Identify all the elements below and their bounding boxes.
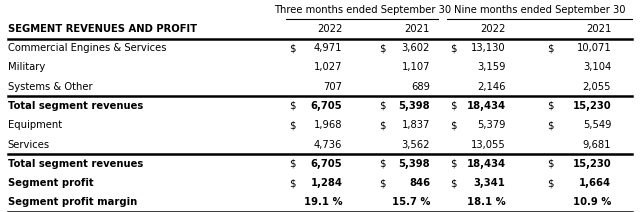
Text: 5,398: 5,398 — [399, 159, 430, 169]
Text: $: $ — [289, 159, 296, 169]
Text: 2021: 2021 — [586, 24, 611, 34]
Text: Total segment revenues: Total segment revenues — [8, 101, 143, 111]
Text: 3,602: 3,602 — [402, 43, 430, 53]
Text: 2022: 2022 — [480, 24, 506, 34]
Text: Total segment revenues: Total segment revenues — [8, 159, 143, 169]
Text: 3,159: 3,159 — [477, 63, 506, 73]
Text: $: $ — [289, 120, 296, 130]
Text: Commercial Engines & Services: Commercial Engines & Services — [8, 43, 166, 53]
Text: Nine months ended September 30: Nine months ended September 30 — [454, 5, 625, 15]
Text: 6,705: 6,705 — [311, 101, 342, 111]
Text: 18,434: 18,434 — [467, 101, 506, 111]
Text: Segment profit: Segment profit — [8, 178, 93, 188]
Text: $: $ — [451, 43, 457, 53]
Text: 5,379: 5,379 — [477, 120, 506, 130]
Text: $: $ — [547, 101, 554, 111]
Text: Systems & Other: Systems & Other — [8, 82, 92, 92]
Text: 5,398: 5,398 — [399, 101, 430, 111]
Text: $: $ — [379, 101, 385, 111]
Text: 2,055: 2,055 — [582, 82, 611, 92]
Text: 2,146: 2,146 — [477, 82, 506, 92]
Text: 9,681: 9,681 — [582, 139, 611, 149]
Text: Military: Military — [8, 63, 45, 73]
Text: 15,230: 15,230 — [573, 159, 611, 169]
Text: 6,705: 6,705 — [311, 159, 342, 169]
Text: 15,230: 15,230 — [573, 101, 611, 111]
Text: 689: 689 — [411, 82, 430, 92]
Text: $: $ — [379, 43, 385, 53]
Text: Equipment: Equipment — [8, 120, 62, 130]
Text: 18,434: 18,434 — [467, 159, 506, 169]
Text: $: $ — [451, 101, 457, 111]
Text: 10,071: 10,071 — [577, 43, 611, 53]
Text: $: $ — [547, 43, 554, 53]
Text: 1,968: 1,968 — [314, 120, 342, 130]
Text: 5,549: 5,549 — [582, 120, 611, 130]
Text: 1,284: 1,284 — [310, 178, 342, 188]
Text: 1,664: 1,664 — [579, 178, 611, 188]
Text: 2022: 2022 — [317, 24, 342, 34]
Text: 10.9 %: 10.9 % — [573, 197, 611, 207]
Text: SEGMENT REVENUES AND PROFIT: SEGMENT REVENUES AND PROFIT — [8, 24, 197, 34]
Text: 3,562: 3,562 — [401, 139, 430, 149]
Text: $: $ — [451, 178, 457, 188]
Text: $: $ — [379, 120, 385, 130]
Text: 4,971: 4,971 — [314, 43, 342, 53]
Text: 1,107: 1,107 — [401, 63, 430, 73]
Text: $: $ — [289, 101, 296, 111]
Text: $: $ — [547, 159, 554, 169]
Text: $: $ — [547, 178, 554, 188]
Text: 1,837: 1,837 — [402, 120, 430, 130]
Text: $: $ — [547, 120, 554, 130]
Text: Services: Services — [8, 139, 50, 149]
Text: 18.1 %: 18.1 % — [467, 197, 506, 207]
Text: 3,104: 3,104 — [583, 63, 611, 73]
Text: $: $ — [379, 178, 385, 188]
Text: 13,130: 13,130 — [471, 43, 506, 53]
Text: 707: 707 — [323, 82, 342, 92]
Text: Segment profit margin: Segment profit margin — [8, 197, 137, 207]
Text: 4,736: 4,736 — [314, 139, 342, 149]
Text: $: $ — [451, 159, 457, 169]
Text: $: $ — [289, 43, 296, 53]
Text: 3,341: 3,341 — [474, 178, 506, 188]
Text: 2021: 2021 — [404, 24, 430, 34]
Text: 19.1 %: 19.1 % — [304, 197, 342, 207]
Text: 846: 846 — [409, 178, 430, 188]
Text: 13,055: 13,055 — [471, 139, 506, 149]
Text: $: $ — [289, 178, 296, 188]
Text: Three months ended September 30: Three months ended September 30 — [274, 5, 451, 15]
Text: $: $ — [379, 159, 385, 169]
Text: 15.7 %: 15.7 % — [392, 197, 430, 207]
Text: 1,027: 1,027 — [314, 63, 342, 73]
Text: $: $ — [451, 120, 457, 130]
